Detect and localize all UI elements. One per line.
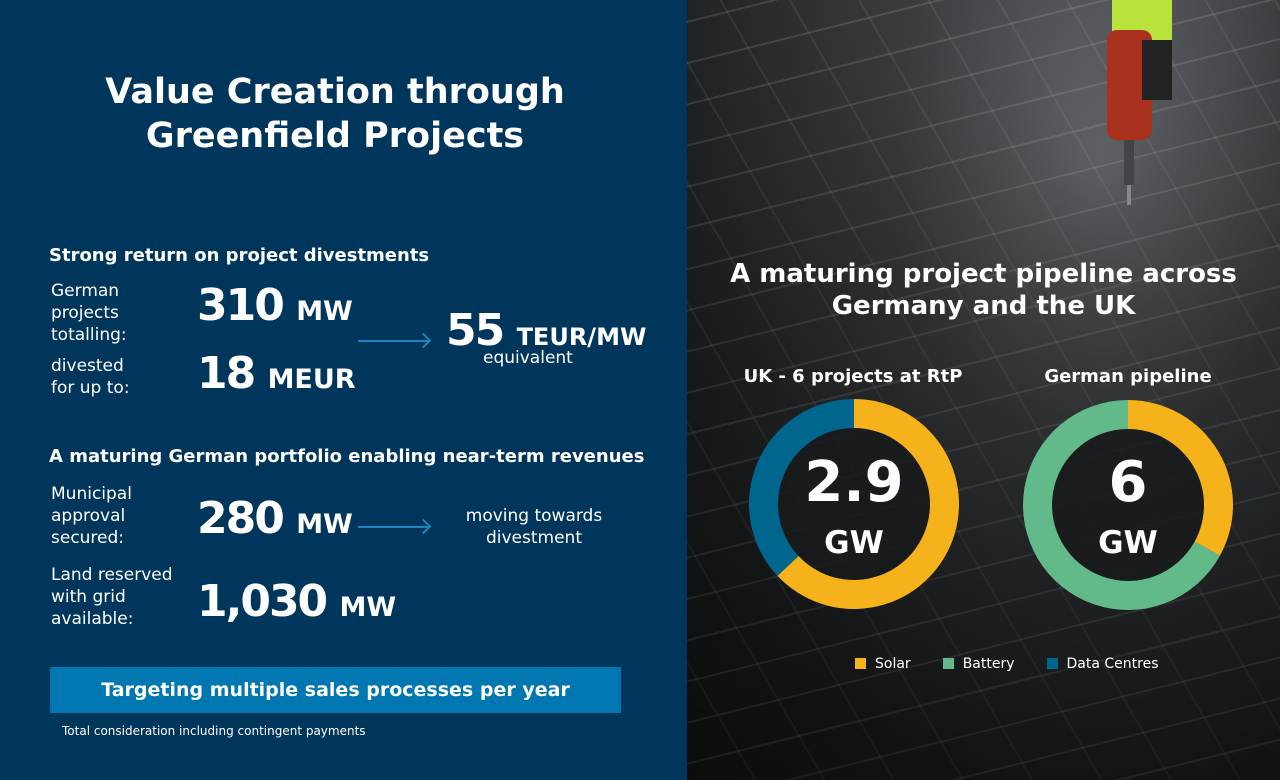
solar-swatch (855, 658, 866, 669)
battery-swatch (942, 658, 954, 669)
title-line: Germany and the UK (831, 291, 1136, 321)
value-number: 310 (197, 280, 285, 331)
value-310-mw: 310 MW (197, 280, 353, 331)
pipeline-title: A maturing project pipeline across Germa… (717, 258, 1250, 322)
note-line: divestment (485, 528, 582, 548)
value-unit: MW (339, 592, 397, 623)
label-municipal-approval: Municipal approval secured: (51, 483, 132, 549)
value-unit: TEUR/MW (516, 323, 647, 351)
german-center-value: 6 (1108, 450, 1148, 515)
german-chart-title: German pipeline (1044, 366, 1212, 387)
arrow-right-icon (358, 340, 428, 342)
label-divested: divested for up to: (51, 355, 130, 399)
solar-panel-background (687, 0, 1280, 780)
label-german-projects: German projects totalling: (51, 280, 127, 346)
donut-slice-solar (1128, 400, 1233, 556)
legend-label: Data Centres (1066, 656, 1159, 672)
donut-slice-solar (777, 399, 959, 609)
donut-slice-data-centres (749, 399, 854, 576)
background-shade (687, 0, 1280, 780)
uk-donut-chart (749, 399, 959, 609)
footnote: Total consideration including contingent… (62, 724, 366, 738)
chart-legend: Solar Battery Data Centres (855, 656, 1159, 672)
value-number: 18 (197, 348, 256, 399)
uk-center-value: 2.9 (804, 450, 904, 515)
data-centres-swatch (1046, 658, 1058, 669)
section-heading-portfolio: A maturing German portfolio enabling nea… (49, 446, 645, 467)
label-line: projects (51, 303, 119, 323)
legend-item-solar: Solar (855, 656, 911, 672)
left-panel: Value Creation through Greenfield Projec… (0, 0, 687, 780)
drill-image (1107, 0, 1172, 205)
arrow-right-icon (358, 526, 428, 528)
label-line: for up to: (51, 378, 130, 398)
label-line: with grid (51, 587, 126, 607)
title-line: Greenfield Projects (145, 116, 525, 156)
section-heading-divestments: Strong return on project divestments (49, 245, 430, 266)
equivalent-note: equivalent (483, 348, 573, 368)
value-55-teur: 55 TEUR/MW (446, 305, 646, 356)
label-line: totalling: (51, 325, 127, 345)
value-unit: MW (296, 296, 353, 327)
label-line: Land reserved (51, 565, 173, 585)
donut-slice-battery (1023, 400, 1221, 610)
legend-item-data-centres: Data Centres (1046, 656, 1159, 672)
label-land-reserved: Land reserved with grid available: (51, 564, 173, 630)
donut-hole (1052, 429, 1204, 581)
label-line: divested (51, 356, 124, 376)
label-line: available: (51, 609, 134, 629)
value-1030-mw: 1,030 MW (197, 576, 396, 627)
label-line: German (51, 281, 120, 301)
divestment-note: moving towards divestment (440, 505, 628, 549)
value-280-mw: 280 MW (197, 493, 353, 544)
uk-chart-title: UK - 6 projects at RtP (743, 366, 963, 387)
label-line: Municipal (51, 484, 132, 504)
legend-item-battery: Battery (942, 656, 1015, 672)
legend-label: Solar (875, 656, 911, 672)
label-line: approval (51, 506, 126, 526)
note-line: moving towards (465, 506, 603, 526)
uk-center-unit: GW (824, 525, 884, 561)
label-line: secured: (51, 528, 125, 548)
value-18-meur: 18 MEUR (197, 348, 356, 399)
value-unit: MEUR (267, 364, 356, 395)
value-number: 55 (446, 305, 505, 356)
german-donut-chart (1023, 400, 1233, 610)
value-number: 280 (197, 493, 285, 544)
donut-hole (778, 428, 930, 580)
title-line: A maturing project pipeline across (730, 259, 1237, 289)
right-panel: A maturing project pipeline across Germa… (687, 0, 1280, 780)
german-center-unit: GW (1098, 525, 1158, 561)
sales-processes-banner: Targeting multiple sales processes per y… (50, 667, 621, 713)
value-number: 1,030 (197, 576, 328, 627)
title-line: Value Creation through (105, 72, 565, 112)
legend-label: Battery (962, 656, 1015, 672)
page-title: Value Creation through Greenfield Projec… (0, 70, 670, 158)
value-unit: MW (296, 509, 353, 540)
